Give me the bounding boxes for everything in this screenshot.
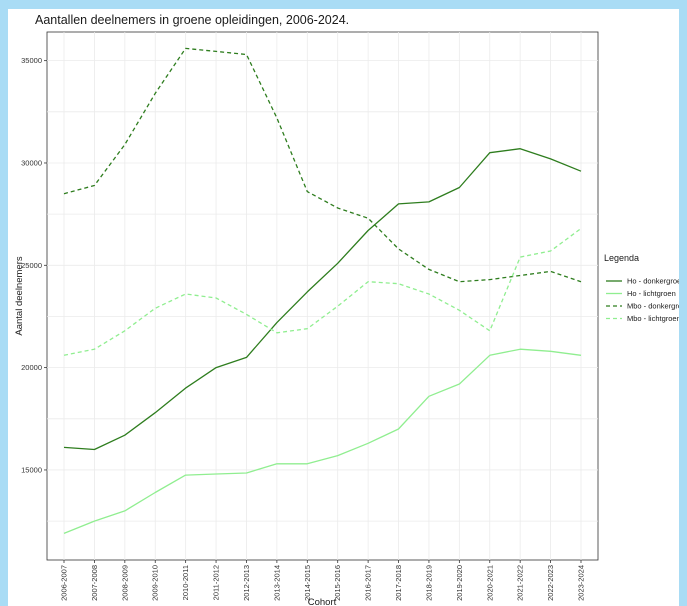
x-tick-label: 2007-2008 [90, 565, 99, 601]
chart-title: Aantallen deelnemers in groene opleiding… [35, 13, 350, 27]
series-line-ho-donkergroen [63, 148, 582, 451]
series-line-mbo-lichtgroen [63, 227, 582, 356]
legend-label: Ho - donkergroen [627, 277, 679, 286]
legend-label: Ho - lichtgroen [627, 289, 676, 298]
x-tick-label: 2017-2018 [394, 565, 403, 601]
y-tick-label: 25000 [21, 261, 42, 270]
x-tick-label: 2016-2017 [364, 565, 373, 601]
series-line-ho-lichtgroen [63, 348, 582, 535]
y-tick-label: 35000 [21, 56, 42, 65]
y-tick-label: 20000 [21, 363, 42, 372]
x-tick-label: 2010-2011 [181, 565, 190, 600]
x-tick-label: 2019-2020 [455, 565, 464, 601]
y-tick-label: 15000 [21, 465, 42, 474]
x-tick-label: 2021-2022 [516, 565, 525, 601]
y-tick-label: 30000 [21, 158, 42, 167]
series-lines [63, 47, 582, 535]
x-tick-label: 2022-2023 [546, 565, 555, 601]
legend-label: Mbo - lichtgroen [627, 314, 679, 323]
x-tick-label: 2020-2021 [485, 565, 494, 601]
x-tick-label: 2008-2009 [120, 565, 129, 601]
x-tick-label: 2014-2015 [303, 565, 312, 601]
chart-frame: Aantallen deelnemers in groene opleiding… [8, 9, 679, 606]
x-tick-label: 2012-2013 [242, 565, 251, 601]
grid-lines [47, 32, 598, 560]
x-tick-label: 2011-2012 [212, 565, 221, 600]
legend: Legenda Ho - donkergroen Ho - lichtgroen M… [604, 253, 679, 323]
x-tick-label: 2013-2014 [272, 565, 281, 601]
x-tick-label: 2015-2016 [333, 565, 342, 601]
legend-title: Legenda [604, 253, 639, 263]
y-axis-title: Aantal deelnemers [14, 256, 25, 335]
x-tick-label: 2009-2010 [151, 565, 160, 601]
plot-panel [46, 31, 599, 561]
legend-label: Mbo - donkergroen [627, 302, 679, 311]
x-tick-label: 2018-2019 [424, 565, 433, 601]
y-axis: 15000 20000 25000 30000 35000 [21, 56, 47, 474]
x-tick-label: 2023-2024 [577, 565, 586, 601]
x-axis: 2006-2007 2007-2008 2008-2009 2009-2010 2010… [60, 560, 586, 601]
line-chart: 15000 20000 25000 30000 35000 2006-2007 2007-… [14, 31, 679, 606]
x-tick-label: 2006-2007 [60, 565, 69, 601]
x-axis-title: Cohort [308, 597, 337, 606]
